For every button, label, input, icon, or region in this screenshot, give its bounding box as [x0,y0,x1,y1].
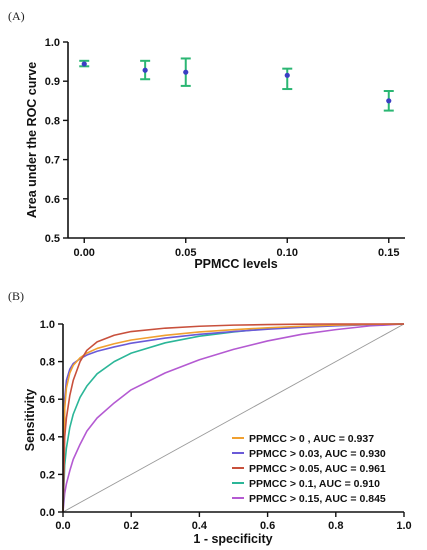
legend-entry: PPMCC > 0.1, AUC = 0.910 [249,478,380,490]
panel-a-y-tick-label: 0.9 [45,76,60,88]
panel-b-y-title: Sensitivity [23,389,37,452]
panel-b-x-title: 1 - specificity [193,532,272,546]
panel-a-x-tick-label: 0.05 [175,247,196,259]
panel-b-chart: 0.0 0.2 0.4 0.6 0.8 1.0 0.0 0.2 0.4 0.6 0.8 1.0 1 … [23,319,412,546]
legend-entry: PPMCC > 0.05, AUC = 0.961 [249,463,386,475]
panel-a-y-tick-label: 0.8 [45,115,60,127]
chance-diagonal [62,323,405,513]
panel-a-x-tick-label: 0.15 [378,247,399,259]
panel-b-y-tick-label: 0.6 [40,394,55,406]
panel-a-x-tick-label: 0.10 [277,247,298,259]
roc-curve [62,323,405,513]
data-point [284,72,290,78]
panel-b-x-tick-label: 0.4 [192,520,208,532]
legend-entry: PPMCC > 0 , AUC = 0.937 [249,433,374,445]
panel-b-y-tick-label: 0.8 [40,357,55,369]
panel-b-y-tick-label: 0.0 [40,507,55,519]
panel-a-x-tick-label: 0.00 [74,247,95,259]
legend-entry: PPMCC > 0.15, AUC = 0.845 [249,493,386,505]
panel-b-x-tick-label: 0.2 [124,520,139,532]
panel-a-y-tick-label: 0.5 [45,233,60,245]
panel-a-y-tick-label: 0.7 [45,155,60,167]
data-point [81,61,87,67]
legend-entry: PPMCC > 0.03, AUC = 0.930 [249,448,386,460]
panel-a-y-tick-label: 0.6 [45,194,60,206]
panel-a-y-tick-label: 1.0 [45,37,60,49]
legend: PPMCC > 0 , AUC = 0.937 PPMCC > 0.03, AUC… [232,433,386,505]
panel-b-x-tick-label: 1.0 [396,520,411,532]
panel-b-label: (B) [8,289,24,303]
panel-a-chart: 0.5 0.6 0.7 0.8 0.9 1.0 0.00 0.05 0.10 0.15 PPMC… [25,37,405,271]
panel-b-y-tick-label: 0.2 [40,469,55,481]
panel-b-y-tick-label: 1.0 [40,319,55,331]
panel-a-x-title: PPMCC levels [194,257,277,271]
data-point [142,67,148,73]
data-point [386,98,392,104]
panel-b-x-tick-label: 0.0 [55,520,70,532]
roc-curve [62,323,405,513]
panel-b-y-tick-label: 0.4 [40,432,56,444]
roc-curve [62,323,405,513]
panel-a-y-title: Area under the ROC curve [25,62,39,218]
data-point [183,69,189,75]
panel-b-x-tick-label: 0.6 [260,520,275,532]
panel-b-x-tick-label: 0.8 [328,520,343,532]
roc-curve [62,323,404,513]
panel-a-label: (A) [8,9,25,23]
